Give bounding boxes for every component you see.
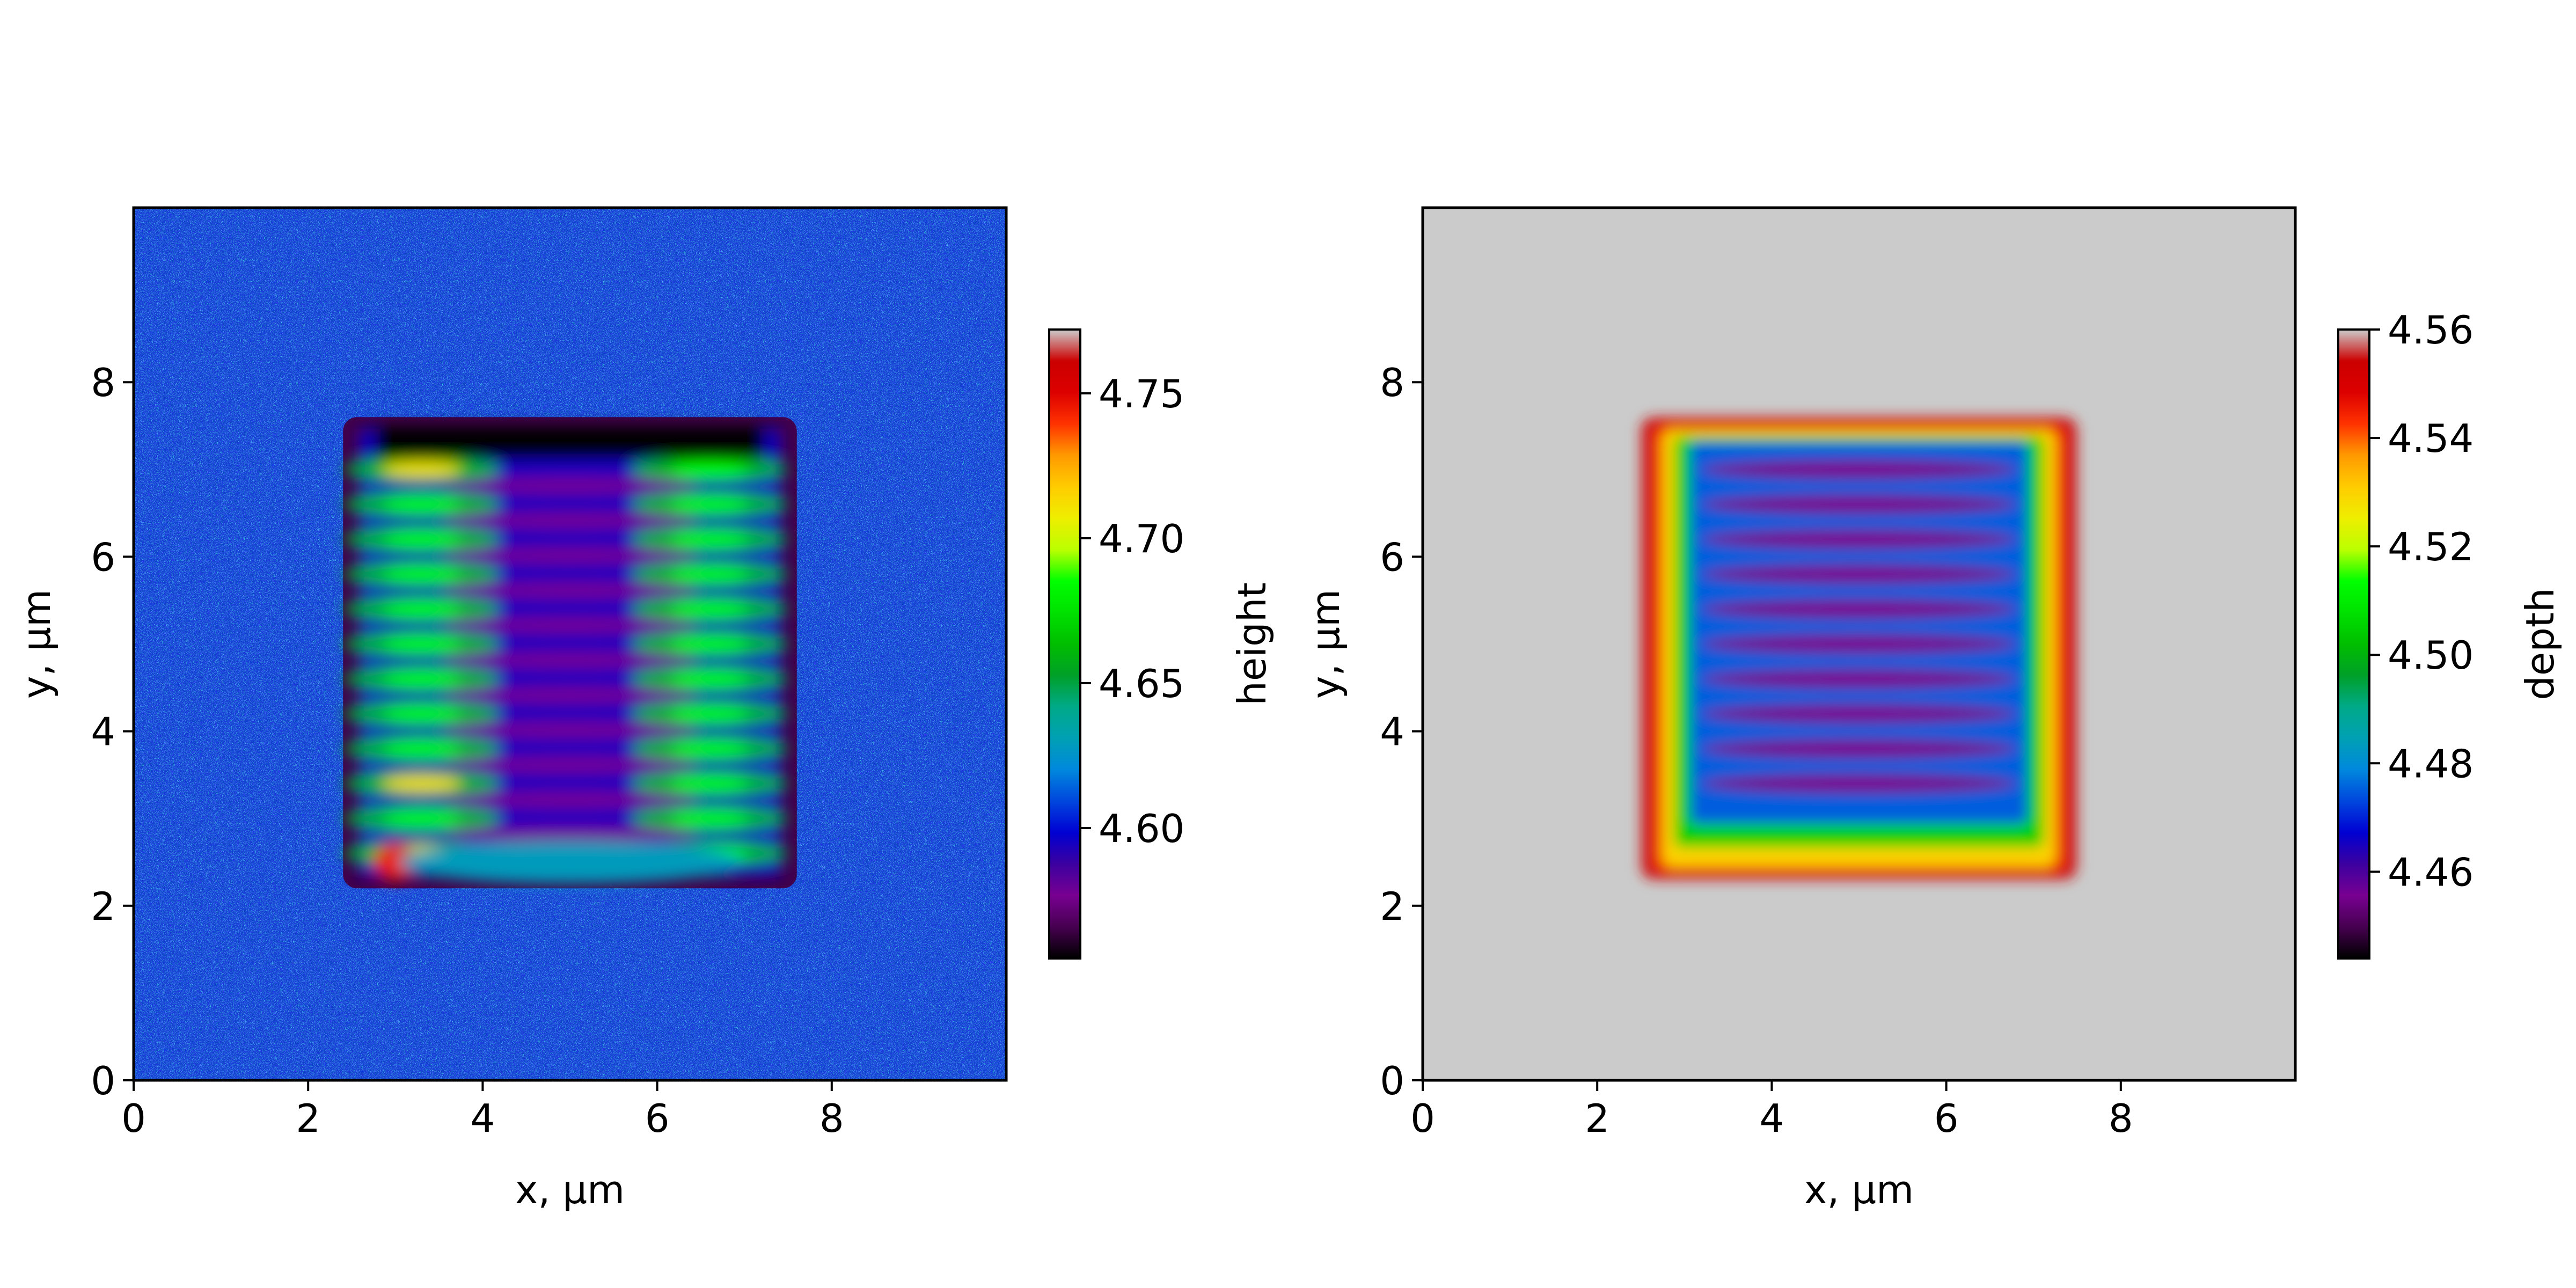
height-map-frame [132, 206, 1008, 1082]
depth-colorbar-tick-label: 4.48 [2388, 741, 2473, 786]
depth-colorbar-tick-label: 4.56 [2388, 308, 2473, 353]
height-map-x-axis-label: x, µm [515, 1167, 625, 1212]
depth-map-y-tick-label: 6 [1380, 535, 1404, 580]
height-map-feature [343, 417, 797, 889]
height-colorbar: 4.60 4.65 4.70 4.75 [1048, 328, 1184, 960]
depth-map-y-tick-label: 2 [1380, 884, 1404, 929]
depth-map-axis-ticks: 0 2 4 6 8 0 2 4 6 8 [1380, 360, 2133, 1141]
height-map-y-tick-label: 2 [91, 884, 115, 929]
depth-colorbar-label: depth [2518, 588, 2563, 700]
height-map-plot-area [134, 208, 1006, 1080]
height-map-pile-body [343, 427, 788, 884]
height-map-x-tick-label: 0 [121, 1096, 146, 1141]
height-colorbar-gradient [1049, 330, 1080, 958]
depth-map-well [1641, 417, 2077, 880]
height-map-x-tick-label: 4 [470, 1096, 495, 1141]
height-colorbar-tick-label: 4.60 [1099, 806, 1184, 851]
height-colorbar-frame [1048, 328, 1081, 960]
depth-map-x-tick-label: 4 [1759, 1096, 1784, 1141]
depth-colorbar: 4.46 4.48 4.50 4.52 4.54 4.56 [2337, 308, 2473, 960]
height-colorbar-label: height [1230, 582, 1275, 706]
depth-map-x-tick-label: 8 [2109, 1096, 2133, 1141]
depth-map-plot-area [1423, 208, 2295, 1080]
height-map-y-tick-label: 8 [91, 360, 115, 405]
depth-map-y-tick-label: 8 [1380, 360, 1404, 405]
depth-map-y-tick-label: 4 [1380, 709, 1404, 755]
height-colorbar-tick-label: 4.75 [1099, 371, 1184, 416]
depth-colorbar-frame [2337, 328, 2370, 960]
depth-map-x-tick-label: 0 [1410, 1096, 1435, 1141]
height-map-y-tick-label: 6 [91, 535, 115, 580]
height-map-x-tick-label: 2 [296, 1096, 320, 1141]
height-colorbar-tick-label: 4.65 [1099, 661, 1184, 706]
depth-colorbar-tick-label: 4.54 [2388, 416, 2473, 461]
height-map-y-tick-label: 0 [91, 1058, 115, 1103]
height-map-y-axis-label: y, µm [14, 589, 59, 699]
depth-map-feature [1641, 417, 2077, 880]
depth-map-y-tick-label: 0 [1380, 1058, 1404, 1103]
depth-map-x-tick-label: 2 [1585, 1096, 1609, 1141]
depth-map-x-tick-label: 6 [1934, 1096, 1959, 1141]
depth-colorbar-tick-label: 4.46 [2388, 850, 2473, 895]
height-colorbar-tick-label: 4.70 [1099, 516, 1184, 561]
depth-colorbar-tick-label: 4.52 [2388, 524, 2473, 569]
depth-colorbar-tick-label: 4.50 [2388, 633, 2473, 678]
height-map-axis-ticks: 0 2 4 6 8 0 2 4 6 8 [91, 360, 844, 1141]
height-map-x-tick-label: 8 [819, 1096, 844, 1141]
depth-colorbar-gradient [2338, 330, 2369, 958]
depth-map-x-axis-label: x, µm [1804, 1167, 1914, 1212]
height-map-y-tick-label: 4 [91, 709, 115, 755]
depth-map-frame [1421, 206, 2297, 1082]
depth-map-y-axis-label: y, µm [1303, 589, 1348, 699]
height-map-x-tick-label: 6 [645, 1096, 670, 1141]
